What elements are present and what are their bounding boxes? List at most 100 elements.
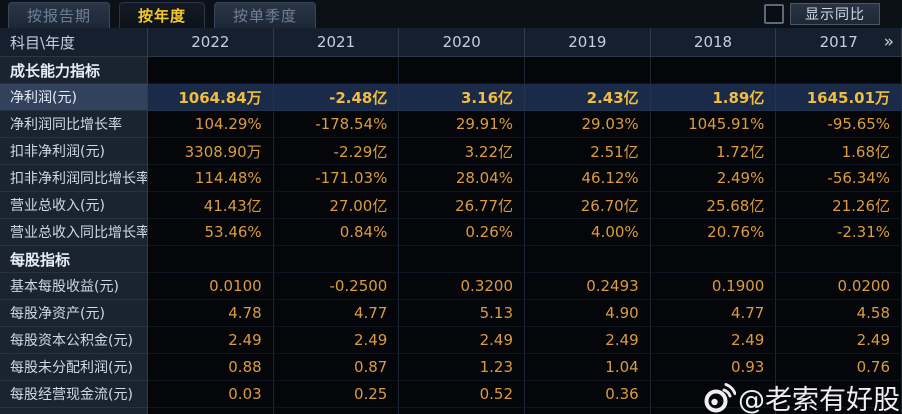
value-cell: 2.43亿 <box>525 84 651 111</box>
value-cell <box>148 408 274 414</box>
value-cell: 2.49% <box>650 165 777 192</box>
table-row-partial[interactable] <box>0 408 902 414</box>
value-cell <box>148 246 274 273</box>
value-cell: 4.58 <box>776 300 902 327</box>
year-header-cell: 2022 <box>148 28 274 57</box>
value-cell <box>776 57 902 84</box>
value-cell: 29.91% <box>399 111 526 138</box>
value-cell: 28.04% <box>399 165 526 192</box>
table-row-0-5[interactable]: 营业总收入同比增长率 53.46% 0.84% 0.26% 4.00% 20.76% -2.… <box>0 219 902 246</box>
value-cell: 0.88 <box>148 354 274 381</box>
table-row-1-4[interactable]: 每股经营现金流(元) 0.03 0.25 0.52 0.36 <box>0 381 902 408</box>
year-header-cell: 2018 <box>650 28 777 57</box>
value-cell: 4.77 <box>273 300 400 327</box>
value-cell: 3.22亿 <box>399 138 526 165</box>
row-label: 净利润(元) <box>0 84 148 111</box>
value-cell: 2.49 <box>273 327 400 354</box>
tabs-container: 按报告期 按年度 按单季度 <box>8 2 325 28</box>
table-row-0-0[interactable]: 净利润(元) 1064.84万 -2.48亿 3.16亿 2.43亿 1.89亿 1645.… <box>0 84 902 111</box>
value-cell: 5.13 <box>399 300 526 327</box>
value-cell: -171.03% <box>273 165 400 192</box>
value-cell <box>650 246 777 273</box>
value-cell: 2.49 <box>525 327 651 354</box>
value-cell: 1.89亿 <box>650 84 777 111</box>
value-cell: 0.87 <box>273 354 400 381</box>
value-cell: 4.90 <box>525 300 651 327</box>
value-cell <box>399 408 526 414</box>
table-header-row: 科目\年度 2022 2021 2020 2019 2018 2017» <box>0 28 902 57</box>
value-cell: -56.34% <box>776 165 902 192</box>
table-row-0-1[interactable]: 净利润同比增长率 104.29% -178.54% 29.91% 29.03% 1045.… <box>0 111 902 138</box>
tab-0[interactable]: 按报告期 <box>8 2 111 28</box>
tab-2[interactable]: 按单季度 <box>214 2 317 28</box>
period-tabbar: 按报告期 按年度 按单季度 显示同比 <box>0 0 902 28</box>
value-cell: 1045.91% <box>650 111 777 138</box>
value-cell: 0.0100 <box>148 273 274 300</box>
value-cell: 0.52 <box>399 381 526 408</box>
value-cell: 2.51亿 <box>525 138 651 165</box>
value-cell: -0.2500 <box>273 273 400 300</box>
value-cell: 0.3200 <box>399 273 526 300</box>
table-row-1-0[interactable]: 基本每股收益(元) 0.0100 -0.2500 0.3200 0.2493 0.1900… <box>0 273 902 300</box>
table-row-section-1: 每股指标 <box>0 246 902 273</box>
value-cell: 0.0200 <box>776 273 902 300</box>
topright-controls: 显示同比 <box>764 3 880 25</box>
row-label: 净利润同比增长率 <box>0 111 148 138</box>
value-cell <box>273 246 400 273</box>
value-cell: 1645.01万 <box>776 84 902 111</box>
year-header-cell: 2021 <box>273 28 400 57</box>
row-label: 每股未分配利润(元) <box>0 354 148 381</box>
value-cell: 41.43亿 <box>148 192 274 219</box>
row-label: 营业总收入同比增长率 <box>0 219 148 246</box>
value-cell <box>650 408 777 414</box>
show-yoy-button[interactable]: 显示同比 <box>790 3 880 25</box>
row-label <box>0 408 148 414</box>
value-cell: -2.29亿 <box>273 138 400 165</box>
value-cell: 0.25 <box>273 381 400 408</box>
table-row-1-1[interactable]: 每股净资产(元) 4.78 4.77 5.13 4.90 4.77 4.58 <box>0 300 902 327</box>
row-label: 每股资本公积金(元) <box>0 327 148 354</box>
show-yoy-checkbox[interactable] <box>764 4 784 24</box>
value-cell <box>650 381 777 408</box>
value-cell: 20.76% <box>650 219 777 246</box>
row-label: 扣非净利润同比增长率 <box>0 165 148 192</box>
value-cell: 114.48% <box>148 165 274 192</box>
value-cell: 1.23 <box>399 354 526 381</box>
value-cell: 1064.84万 <box>148 84 274 111</box>
value-cell: 2.49 <box>776 327 902 354</box>
value-cell <box>525 246 651 273</box>
value-cell: 29.03% <box>525 111 651 138</box>
year-header-cell: 2017» <box>776 28 902 57</box>
value-cell: 3308.90万 <box>148 138 274 165</box>
value-cell: 2.49 <box>399 327 526 354</box>
row-label: 成长能力指标 <box>0 57 148 84</box>
value-cell: -95.65% <box>776 111 902 138</box>
table-row-0-4[interactable]: 营业总收入(元) 41.43亿 27.00亿 26.77亿 26.70亿 25.68亿 21… <box>0 192 902 219</box>
tab-1[interactable]: 按年度 <box>119 2 206 28</box>
table-row-0-3[interactable]: 扣非净利润同比增长率 114.48% -171.03% 28.04% 46.12% 2.4… <box>0 165 902 192</box>
row-label: 基本每股收益(元) <box>0 273 148 300</box>
corner-header-cell: 科目\年度 <box>0 28 148 57</box>
value-cell: 21.26亿 <box>776 192 902 219</box>
value-cell <box>273 408 400 414</box>
value-cell: 4.77 <box>650 300 777 327</box>
table-row-1-2[interactable]: 每股资本公积金(元) 2.49 2.49 2.49 2.49 2.49 2.49 <box>0 327 902 354</box>
value-cell: 0.36 <box>525 381 651 408</box>
value-cell <box>525 57 651 84</box>
value-cell: 0.03 <box>148 381 274 408</box>
value-cell <box>148 57 274 84</box>
value-cell <box>776 408 902 414</box>
value-cell: 3.16亿 <box>399 84 526 111</box>
table-row-0-2[interactable]: 扣非净利润(元) 3308.90万 -2.29亿 3.22亿 2.51亿 1.72亿 1.6… <box>0 138 902 165</box>
value-cell: 4.78 <box>148 300 274 327</box>
value-cell: -178.54% <box>273 111 400 138</box>
row-label: 营业总收入(元) <box>0 192 148 219</box>
value-cell <box>776 246 902 273</box>
table-row-1-3[interactable]: 每股未分配利润(元) 0.88 0.87 1.23 1.04 0.93 0.76 <box>0 354 902 381</box>
value-cell: 1.04 <box>525 354 651 381</box>
row-label: 扣非净利润(元) <box>0 138 148 165</box>
more-years-chevron-icon[interactable]: » <box>883 32 895 52</box>
value-cell: -2.31% <box>776 219 902 246</box>
row-label: 每股经营现金流(元) <box>0 381 148 408</box>
value-cell: 0.1900 <box>650 273 777 300</box>
